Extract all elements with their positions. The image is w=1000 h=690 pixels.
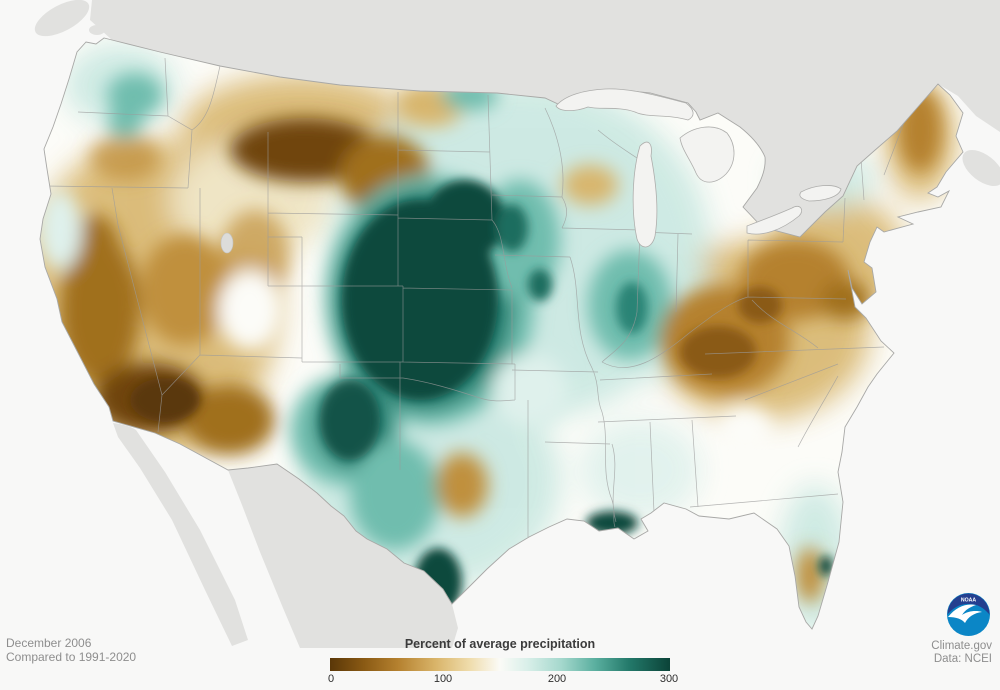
great-lakes	[555, 88, 842, 248]
mexico-landmass	[113, 423, 458, 648]
lake-erie	[746, 205, 802, 235]
legend-tick-0: 0	[327, 673, 335, 685]
legend-tick-100: 100	[433, 673, 453, 685]
baseline-label: Compared to 1991-2020	[6, 650, 137, 664]
us-outline	[39, 37, 964, 630]
lake-huron	[679, 126, 735, 183]
great-salt-lake	[220, 232, 234, 254]
noaa-logo-text: NOAA	[961, 598, 977, 604]
lake-michigan	[632, 141, 658, 248]
legend-ticks: 0 100 200 300	[327, 673, 678, 687]
climate-gov-label: Climate.gov	[931, 640, 992, 652]
vancouver-island	[34, 0, 90, 37]
state-borders	[44, 57, 909, 537]
legend-title: Percent of average precipitation	[404, 637, 596, 651]
lake-ontario	[799, 185, 842, 202]
credits-block: Climate.gov Data: NCEI	[931, 640, 992, 666]
precipitation-raster	[40, 38, 963, 629]
lake-superior	[555, 88, 694, 121]
legend-tick-200: 200	[547, 673, 567, 685]
legend-tick-300: 300	[659, 673, 679, 685]
data-source-label: Data: NCEI	[933, 653, 992, 665]
gulf-island	[89, 25, 105, 35]
nova-scotia	[962, 150, 1000, 186]
canada-landmass	[34, 0, 1000, 237]
map-date-block: December 2006 Compared to 1991-2020	[6, 636, 136, 664]
legend-gradient-bar	[330, 658, 670, 671]
period-label: December 2006	[6, 636, 92, 650]
noaa-logo: NOAA	[947, 593, 990, 636]
